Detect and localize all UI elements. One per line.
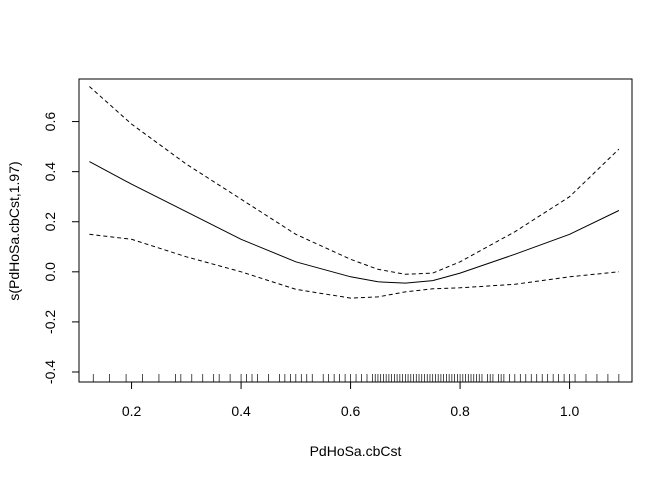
y-tick-label: -0.4 (42, 360, 58, 384)
y-axis: -0.4 -0.2 0.0 0.2 0.4 0.6 (42, 112, 80, 384)
x-tick-label: 1.0 (560, 403, 580, 419)
rug-layer (92, 374, 620, 382)
y-tick-label: 0.0 (42, 262, 58, 282)
y-tick-label: 0.2 (42, 212, 58, 232)
y-tick-label: 0.6 (42, 112, 58, 132)
y-tick-label: 0.4 (42, 162, 58, 182)
x-tick-label: 0.4 (231, 403, 251, 419)
upper-ci-line (89, 86, 620, 275)
x-axis-title: PdHoSa.cbCst (310, 443, 402, 459)
x-tick-label: 0.6 (341, 403, 361, 419)
plot-frame (78, 78, 633, 383)
lower-ci-line (89, 233, 619, 299)
x-tick-label: 0.8 (450, 403, 470, 419)
x-tick-label: 0.2 (122, 403, 142, 419)
curves-layer (89, 86, 620, 299)
y-tick-label: -0.2 (42, 310, 58, 334)
x-axis: 0.2 0.4 0.6 0.8 1.0 (122, 381, 580, 419)
y-axis-title: s(PdHoSa.cbCst,1.97) (6, 161, 22, 300)
fitted-smooth-line (89, 161, 620, 284)
